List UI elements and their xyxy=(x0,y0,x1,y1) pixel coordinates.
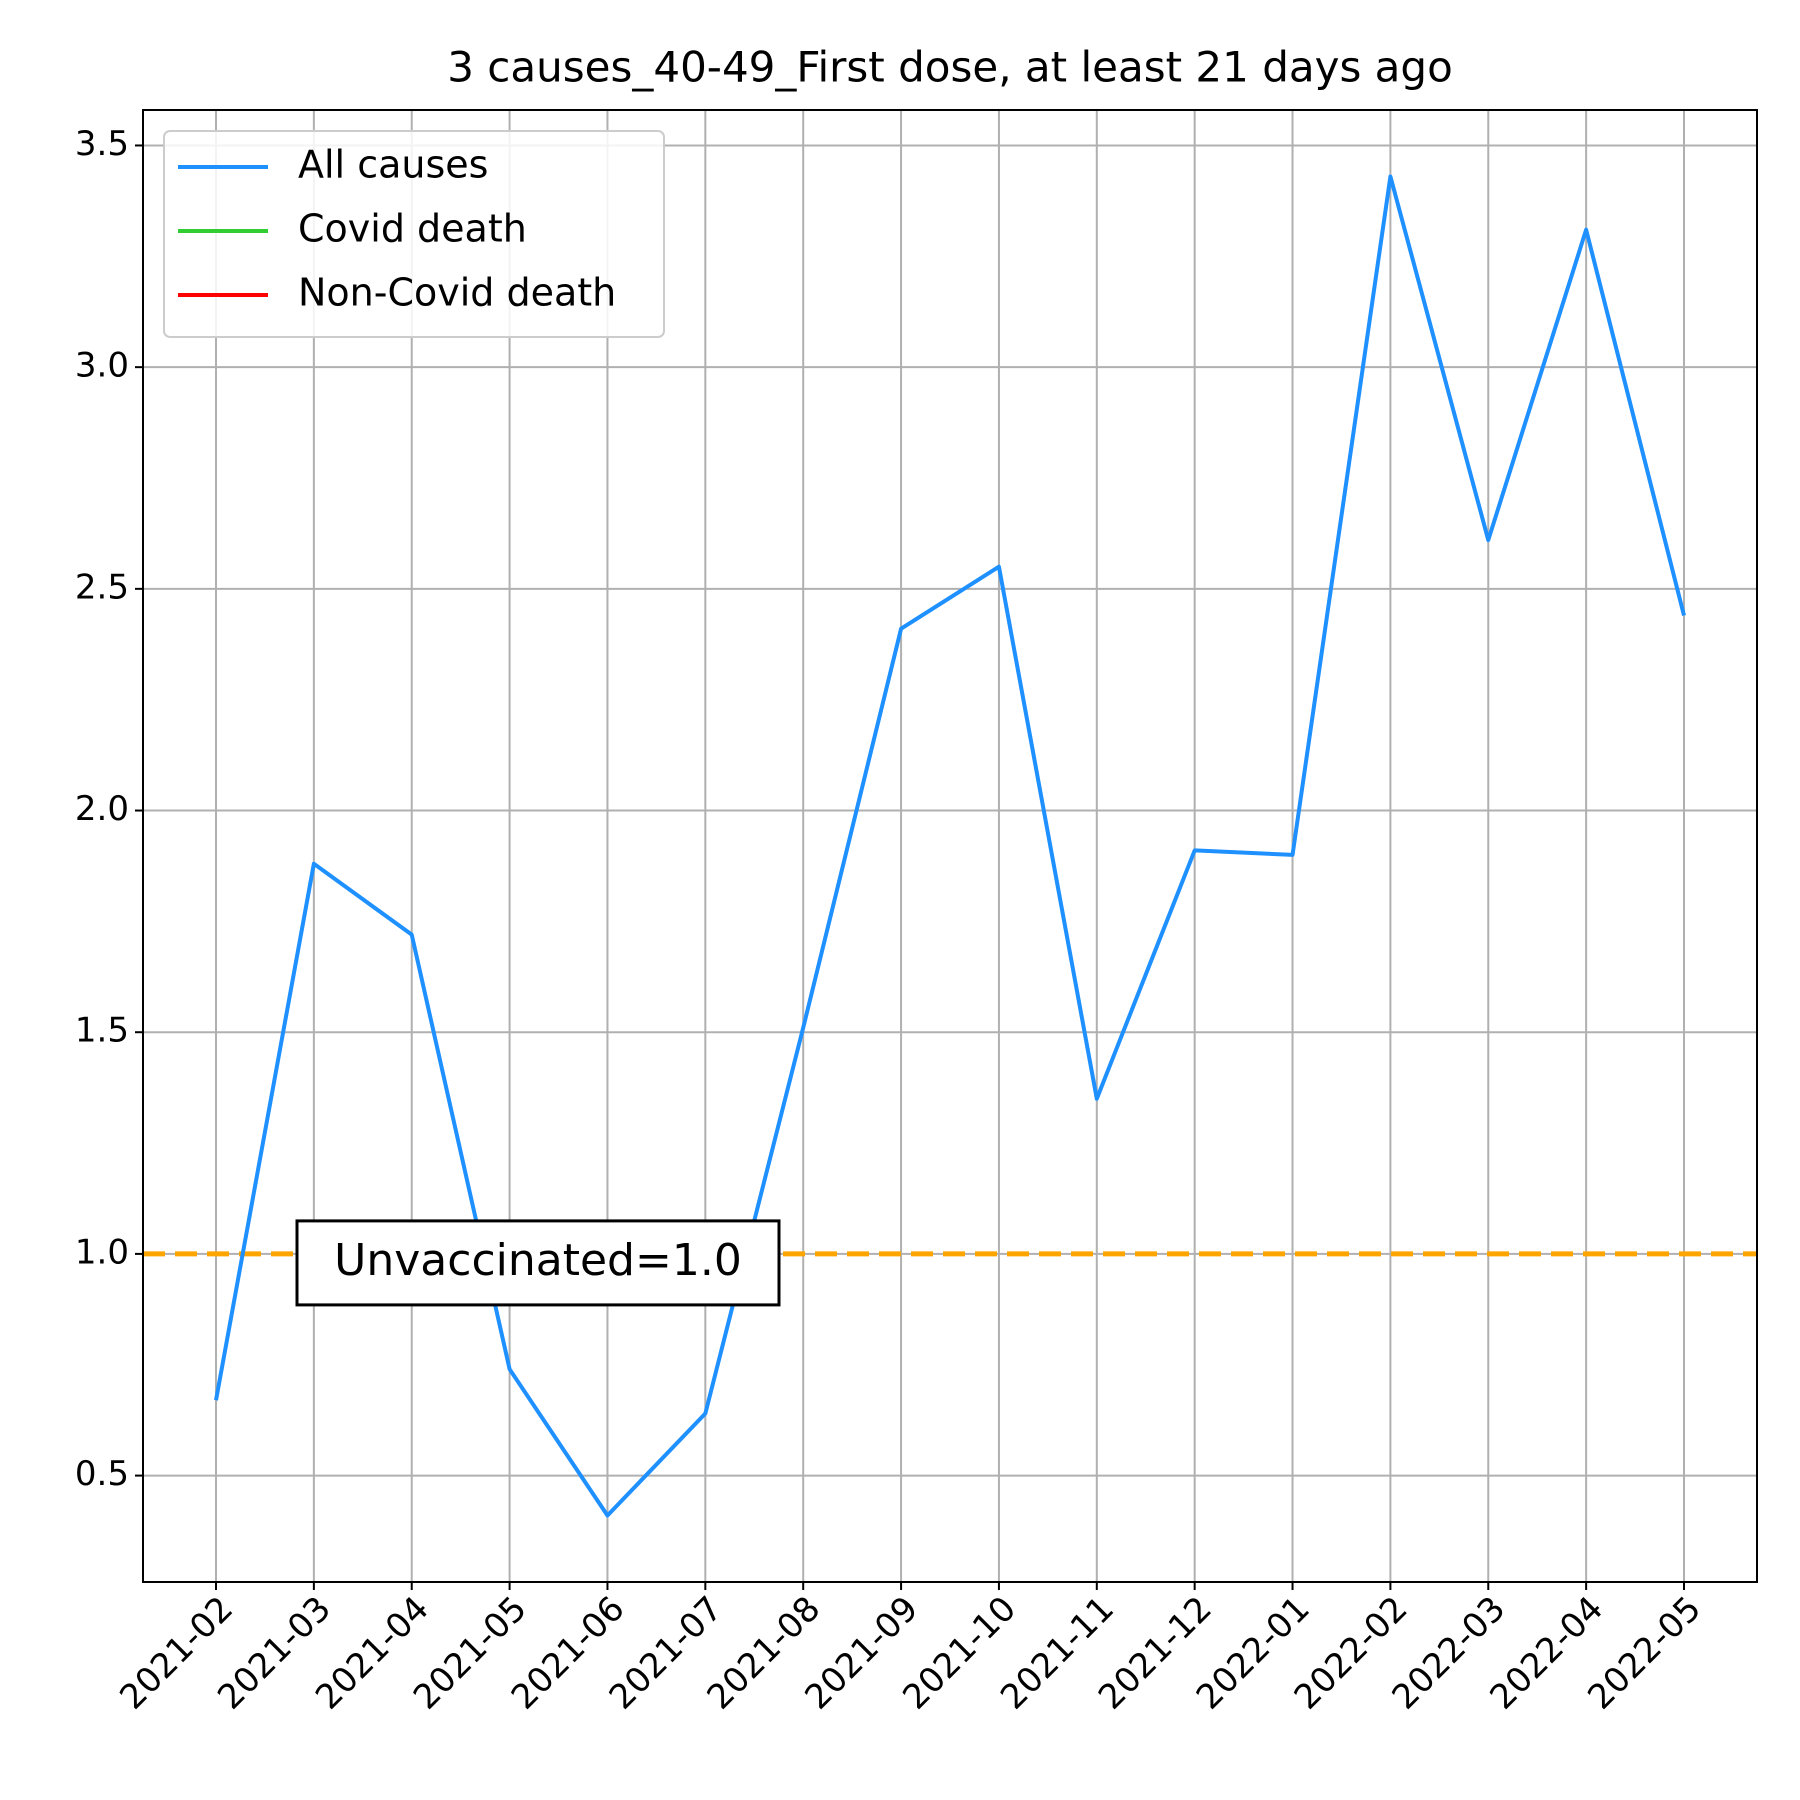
y-tick-label: 1.5 xyxy=(75,1011,129,1051)
y-tick-label: 3.0 xyxy=(75,346,129,386)
legend-label: Covid death xyxy=(298,207,527,251)
plot-frame xyxy=(142,109,1758,1583)
y-tick-label: 0.5 xyxy=(75,1454,129,1494)
annotation-box xyxy=(295,1219,781,1307)
legend-label: All causes xyxy=(298,143,488,187)
annotation: Unvaccinated=1.0 xyxy=(334,1235,742,1286)
legend-box xyxy=(163,130,665,338)
y-tick-label: 2.0 xyxy=(75,789,129,829)
data-line xyxy=(214,174,1686,1518)
legend-label: Non-Covid death xyxy=(298,271,616,315)
y-tick-label: 3.5 xyxy=(75,124,129,164)
chart-title: 3 causes_40-49_First dose, at least 21 d… xyxy=(447,43,1453,92)
y-tick-label: 1.0 xyxy=(75,1232,129,1272)
y-tick-label: 2.5 xyxy=(75,567,129,607)
legend: All causes Covid death Non-Covid death xyxy=(163,130,665,338)
